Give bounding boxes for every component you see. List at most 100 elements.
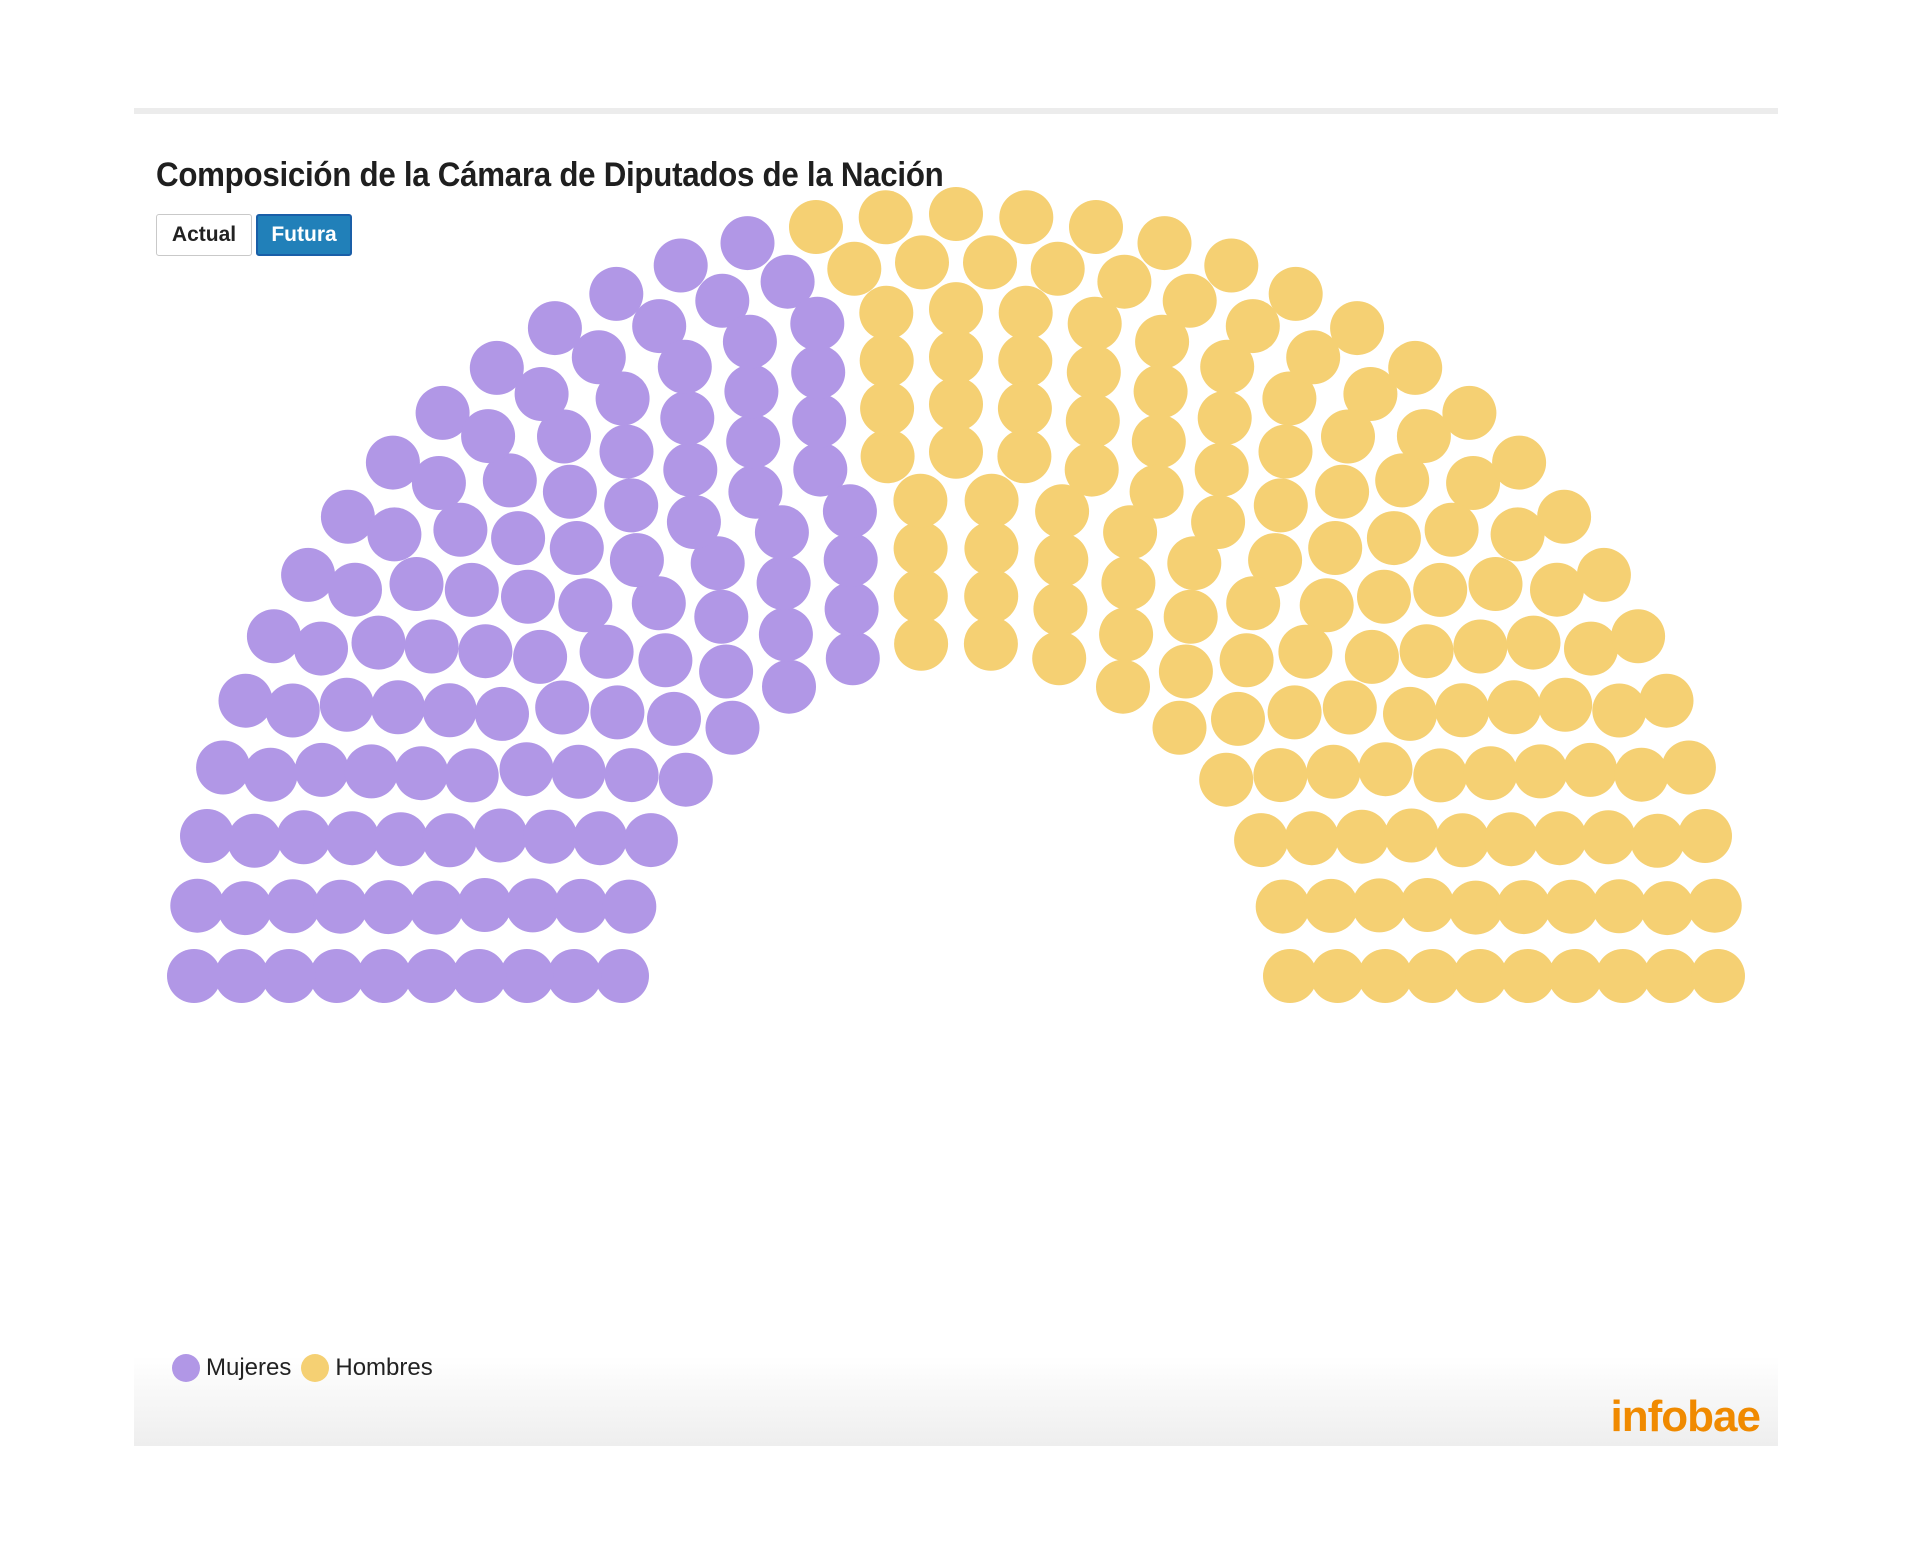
- seat-hombres: [1035, 484, 1090, 539]
- seat-hombres: [1135, 314, 1190, 369]
- seat-hombres: [929, 282, 983, 337]
- seat-mujeres: [243, 747, 298, 802]
- seat-mujeres: [367, 507, 422, 562]
- seat-hombres: [1592, 683, 1647, 738]
- seat-mujeres: [415, 385, 470, 440]
- seat-hombres: [929, 329, 983, 384]
- seat-hombres: [1538, 677, 1593, 732]
- tab-futura[interactable]: Futura: [256, 214, 352, 256]
- seat-hombres: [1069, 200, 1123, 254]
- seat-mujeres: [265, 683, 320, 738]
- seat-hombres: [1152, 700, 1207, 755]
- seat-hombres: [1399, 624, 1454, 679]
- seat-mujeres: [196, 740, 251, 795]
- seat-mujeres: [589, 266, 644, 321]
- seat-mujeres: [444, 748, 499, 803]
- seat-hombres: [963, 616, 1018, 671]
- seat-mujeres: [461, 409, 516, 464]
- seat-hombres: [1506, 615, 1561, 670]
- seat-mujeres: [482, 453, 537, 508]
- seat-mujeres: [573, 811, 628, 866]
- seat-hombres: [1197, 391, 1252, 445]
- seat-mujeres: [373, 812, 428, 867]
- seat-mujeres: [824, 582, 879, 636]
- seat-hombres: [1101, 556, 1156, 610]
- seat-hombres: [1468, 557, 1523, 611]
- seat-mujeres: [690, 536, 745, 591]
- seat-mujeres: [411, 456, 466, 510]
- seat-mujeres: [265, 879, 320, 934]
- legend-item-hombres: Hombres: [301, 1354, 433, 1382]
- seat-mujeres: [281, 547, 336, 602]
- seat-hombres: [1383, 686, 1437, 741]
- view-tabs: Actual Futura: [156, 214, 352, 256]
- seat-mujeres: [457, 878, 512, 932]
- seat-mujeres: [595, 371, 650, 426]
- seat-hombres: [1453, 949, 1508, 1003]
- seat-hombres: [1167, 536, 1222, 591]
- seat-hombres: [997, 381, 1052, 436]
- seat-mujeres: [371, 680, 425, 735]
- seat-hombres: [964, 521, 1019, 576]
- seat-mujeres: [227, 813, 282, 868]
- seat-mujeres: [325, 811, 380, 866]
- seat-mujeres: [756, 556, 811, 610]
- seat-mujeres: [724, 364, 779, 419]
- seat-hombres: [1500, 949, 1555, 1003]
- seat-hombres: [827, 241, 882, 296]
- tab-actual[interactable]: Actual: [156, 214, 252, 256]
- seat-hombres: [1496, 880, 1551, 935]
- seat-hombres: [1544, 879, 1599, 934]
- seat-mujeres: [351, 615, 406, 670]
- seat-hombres: [1255, 879, 1310, 934]
- seat-mujeres: [294, 742, 349, 797]
- seat-hombres: [1321, 409, 1375, 464]
- legend-swatch-hombres: [301, 1354, 330, 1382]
- chart-title: Composición de la Cámara de Diputados de…: [156, 156, 944, 194]
- seat-mujeres: [319, 677, 374, 732]
- seat-mujeres: [595, 949, 649, 1003]
- seat-mujeres: [657, 339, 712, 394]
- seat-mujeres: [499, 949, 554, 1003]
- seat-mujeres: [579, 624, 634, 679]
- seat-mujeres: [514, 367, 569, 421]
- seat-hombres: [1357, 569, 1411, 624]
- seat-mujeres: [469, 340, 524, 395]
- seat-hombres: [1463, 746, 1518, 801]
- seat-mujeres: [357, 949, 412, 1003]
- seat-hombres: [1611, 609, 1666, 664]
- seat-hombres: [1191, 495, 1246, 549]
- seat-hombres: [1595, 949, 1650, 1003]
- seat-mujeres: [825, 631, 880, 686]
- seat-mujeres: [475, 686, 529, 741]
- legend-label-hombres: Hombres: [335, 1354, 433, 1381]
- seat-mujeres: [491, 511, 546, 566]
- seat-hombres: [1129, 464, 1184, 519]
- seat-hombres: [1278, 624, 1333, 679]
- seat-hombres: [1691, 949, 1745, 1003]
- seat-hombres: [1358, 949, 1413, 1003]
- seat-hombres: [1284, 811, 1339, 866]
- seat-hombres: [1614, 747, 1669, 802]
- seat-mujeres: [523, 809, 578, 864]
- seat-mujeres: [513, 629, 568, 684]
- seat-hombres: [1435, 813, 1490, 868]
- chart-card: Composición de la Cámara de Diputados de…: [134, 108, 1778, 1446]
- seat-hombres: [1137, 216, 1192, 271]
- seat-hombres: [1211, 691, 1265, 746]
- seat-hombres: [1064, 442, 1119, 497]
- seat-mujeres: [694, 589, 749, 644]
- seat-hombres: [1299, 578, 1354, 633]
- seat-mujeres: [632, 299, 687, 354]
- seat-mujeres: [791, 345, 846, 400]
- seat-mujeres: [389, 557, 444, 611]
- seat-hombres: [1643, 949, 1698, 1003]
- seat-hombres: [1315, 464, 1370, 519]
- seat-hombres: [1446, 456, 1501, 510]
- seat-mujeres: [720, 216, 775, 271]
- seat-hombres: [1226, 576, 1281, 631]
- seat-hombres: [1253, 478, 1308, 533]
- seat-hombres: [1375, 453, 1430, 508]
- seat-mujeres: [404, 619, 459, 674]
- seat-hombres: [1532, 811, 1587, 866]
